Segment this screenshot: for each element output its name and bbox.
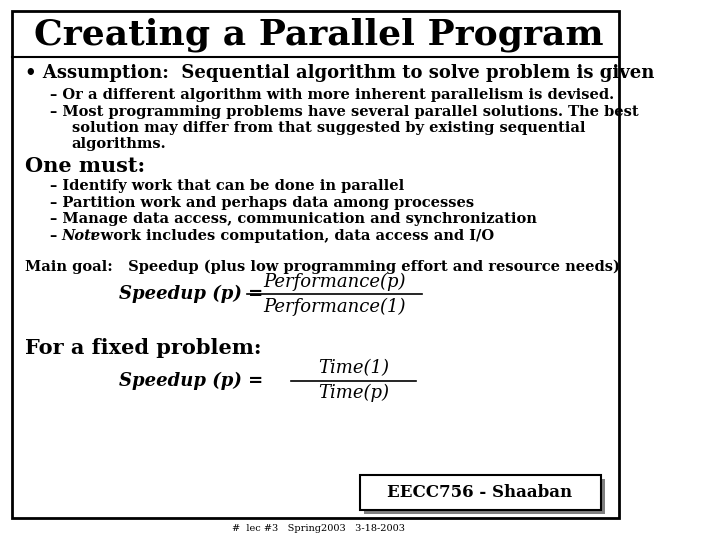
FancyBboxPatch shape [12, 11, 619, 518]
Text: • Assumption:  Sequential algorithm to solve problem is given: • Assumption: Sequential algorithm to so… [24, 64, 654, 82]
Text: One must:: One must: [24, 156, 145, 176]
Text: – Most programming problems have several parallel solutions. The best: – Most programming problems have several… [50, 105, 638, 119]
Text: Creating a Parallel Program: Creating a Parallel Program [34, 18, 603, 52]
Text: Performance(1): Performance(1) [264, 298, 406, 316]
Text: – Identify work that can be done in parallel: – Identify work that can be done in para… [50, 179, 404, 193]
Text: – Manage data access, communication and synchronization: – Manage data access, communication and … [50, 212, 536, 226]
Text: : work includes computation, data access and I/O: : work includes computation, data access… [90, 229, 495, 243]
Text: Time(p): Time(p) [318, 384, 389, 402]
Text: Performance(p): Performance(p) [264, 273, 406, 291]
Text: Note: Note [61, 229, 100, 243]
Text: Main goal:   Speedup (plus low programming effort and resource needs): Main goal: Speedup (plus low programming… [24, 260, 619, 274]
Text: Speedup (p) =: Speedup (p) = [119, 372, 269, 390]
Text: For a fixed problem:: For a fixed problem: [24, 338, 261, 359]
Text: EECC756 - Shaaban: EECC756 - Shaaban [387, 484, 572, 501]
Text: – Or a different algorithm with more inherent parallelism is devised.: – Or a different algorithm with more inh… [50, 87, 613, 102]
Text: algorithms.: algorithms. [71, 137, 166, 151]
Text: #  lec #3   Spring2003   3-18-2003: # lec #3 Spring2003 3-18-2003 [233, 524, 405, 532]
FancyBboxPatch shape [364, 479, 605, 514]
FancyBboxPatch shape [359, 475, 600, 510]
Text: solution may differ from that suggested by existing sequential: solution may differ from that suggested … [71, 121, 585, 135]
Text: – Partition work and perhaps data among processes: – Partition work and perhaps data among … [50, 195, 474, 210]
Text: Time(1): Time(1) [318, 359, 389, 377]
Text: –: – [50, 229, 62, 243]
Text: Speedup (p) =: Speedup (p) = [119, 285, 269, 303]
